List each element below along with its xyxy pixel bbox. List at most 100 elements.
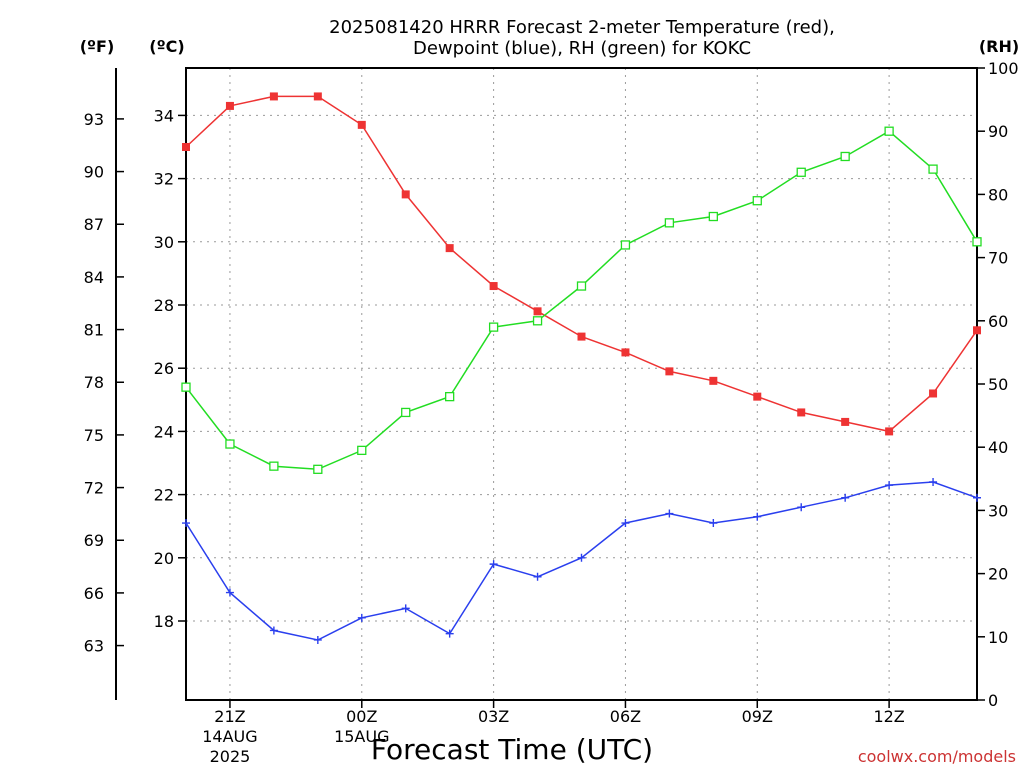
rh-point [445, 391, 455, 402]
dewpoint-point [973, 493, 981, 502]
rh-point [357, 445, 367, 456]
rh-point [576, 281, 587, 291]
watermark-text: coolwx.com/models [858, 747, 1016, 766]
fahrenheit-tick-label: 66 [84, 584, 104, 603]
rh-tick-label: 20 [988, 565, 1008, 584]
rh-point [269, 461, 279, 471]
fahrenheit-tick-label: 78 [84, 373, 104, 392]
fahrenheit-tick-label: 84 [84, 268, 104, 287]
fahrenheit-tick-label: 75 [84, 426, 104, 445]
dewpoint-point [269, 626, 278, 635]
celsius-tick-label: 20 [154, 549, 174, 568]
data-series [181, 92, 982, 644]
celsius-unit-label: (ºC) [149, 37, 184, 56]
celsius-tick-label: 26 [154, 359, 174, 378]
temperature-point [929, 389, 938, 398]
fahrenheit-tick-label: 63 [84, 637, 104, 656]
dewpoint-point [533, 572, 542, 581]
temperature-point [182, 143, 190, 151]
x-tick-label: 00Z [346, 707, 377, 726]
rh-tick-label: 0 [988, 691, 998, 710]
rh-tick-label: 90 [988, 122, 1008, 141]
temperature-point [885, 427, 894, 436]
rh-point [840, 151, 850, 162]
dewpoint-point [357, 613, 366, 622]
temperature-point [445, 244, 454, 253]
celsius-tick-label: 28 [154, 296, 174, 315]
temperature-point [533, 307, 542, 316]
temperature-point [621, 348, 630, 357]
fahrenheit-tick-label: 90 [84, 163, 104, 182]
fahrenheit-tick-label: 72 [84, 479, 104, 498]
celsius-tick-label: 32 [154, 170, 174, 189]
rh-point [181, 382, 191, 392]
x-axis-title: Forecast Time (UTC) [371, 733, 653, 766]
temperature-point [357, 120, 366, 129]
x-tick-date-label: 14AUG [202, 727, 257, 746]
temperature-point [797, 408, 806, 417]
dewpoint-point [665, 509, 674, 518]
dewpoint-point [225, 588, 234, 597]
rh-tick-label: 30 [988, 501, 1008, 520]
rh-point [708, 211, 718, 222]
rh-point [488, 322, 499, 332]
temperature-point [709, 376, 718, 385]
dewpoint-point [621, 519, 630, 528]
temperature-point [577, 332, 586, 341]
dewpoint-point [401, 604, 410, 613]
fahrenheit-tick-label: 93 [84, 110, 104, 129]
temperature-point [401, 190, 410, 199]
dewpoint-point [885, 481, 894, 490]
dewpoint-point [753, 512, 762, 521]
rh-point [796, 167, 806, 177]
temperature-point [753, 392, 762, 401]
celsius-tick-label: 30 [154, 233, 174, 252]
rh-point [664, 218, 675, 228]
rh-point [225, 439, 235, 449]
rh-point [972, 237, 982, 247]
rh-point [884, 126, 894, 136]
rh-point [928, 164, 938, 174]
rh-point [313, 464, 323, 474]
chart-title-line-1: 2025081420 HRRR Forecast 2-meter Tempera… [329, 17, 835, 38]
rh-tick-label: 60 [988, 312, 1008, 331]
temperature-point [841, 417, 850, 426]
rh-unit-label: (RH) [979, 37, 1019, 56]
x-tick-date-label: 15AUG [334, 727, 389, 746]
fahrenheit-tick-label: 81 [84, 321, 104, 340]
fahrenheit-tick-label: 87 [84, 215, 104, 234]
rh-tick-label: 10 [988, 628, 1008, 647]
temperature-point [269, 92, 278, 101]
x-tick-label: 12Z [873, 707, 904, 726]
fahrenheit-unit-label: (ºF) [80, 37, 115, 56]
dewpoint-point [929, 477, 938, 486]
rh-tick-label: 70 [988, 249, 1008, 268]
celsius-tick-label: 18 [154, 612, 174, 631]
rh-tick-label: 100 [988, 59, 1019, 78]
rh-tick-label: 80 [988, 185, 1008, 204]
dewpoint-point [313, 635, 322, 644]
celsius-tick-label: 22 [154, 486, 174, 505]
temperature-point [665, 367, 674, 376]
temperature-point [489, 282, 498, 291]
celsius-tick-label: 34 [154, 106, 174, 125]
rh-point [752, 196, 762, 206]
x-tick-label: 09Z [742, 707, 773, 726]
x-tick-label: 06Z [610, 707, 641, 726]
dewpoint-point [445, 629, 454, 638]
x-tick-year-label: 2025 [210, 747, 251, 766]
rh-tick-label: 40 [988, 438, 1008, 457]
temperature-point [225, 101, 234, 110]
x-tick-label: 21Z [214, 707, 245, 726]
temperature-point [313, 92, 322, 101]
chart-title-line-2: Dewpoint (blue), RH (green) for KOKC [413, 38, 751, 59]
dewpoint-point [709, 519, 718, 528]
dewpoint-point [182, 519, 190, 528]
dewpoint-point [841, 493, 850, 502]
rh-point [401, 407, 411, 418]
axes: 18 20 22 24 26 28 30 32 34 63 66 69 72 75 78 81 84 87 90 93… [84, 59, 1019, 766]
dewpoint-point [797, 503, 806, 512]
rh-point [532, 316, 543, 326]
